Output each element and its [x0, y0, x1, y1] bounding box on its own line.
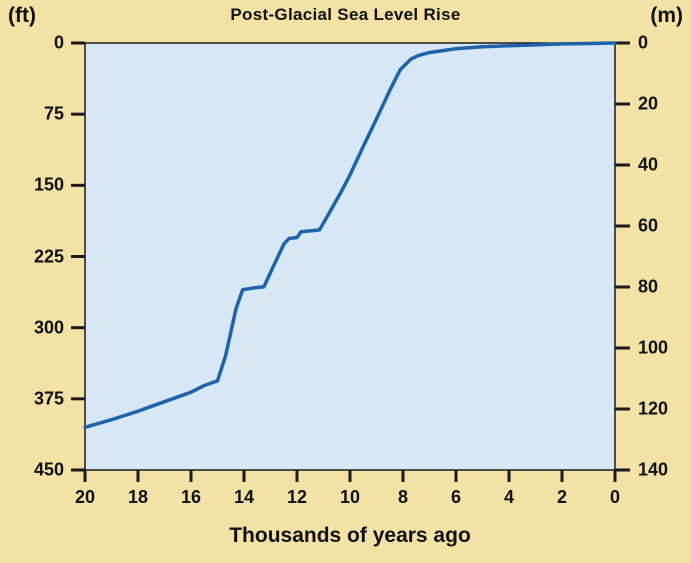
x-axis-label: Thousands of years ago — [229, 524, 471, 547]
x-axis-tick-label: 4 — [503, 487, 515, 507]
left-axis-tick-label: 300 — [33, 317, 64, 338]
right-axis-tick-label: 40 — [638, 154, 659, 175]
sea-level-curve — [83, 41, 617, 430]
right-axis-tick-label: 140 — [638, 459, 669, 480]
left-axis-tick-label: 375 — [33, 388, 64, 409]
right-axis-tick-label: 60 — [638, 215, 659, 236]
x-axis-tick-label: 16 — [180, 487, 202, 507]
right-axis-tick-label: 20 — [638, 93, 659, 114]
x-axis-tick-label: 0 — [609, 487, 621, 507]
left-axis-tick-label: 450 — [33, 459, 64, 480]
right-axis-unit-label: (m) — [650, 4, 683, 27]
left-axis-tick-label: 0 — [53, 32, 64, 53]
x-axis-tick-label: 20 — [74, 487, 96, 507]
x-axis-tick-label: 12 — [286, 487, 308, 507]
x-axis-tick-label: 8 — [397, 487, 409, 507]
x-axis-tick-label: 18 — [127, 487, 149, 507]
left-axis-tick-label: 75 — [43, 103, 64, 124]
x-axis-tick-label: 10 — [339, 487, 361, 507]
left-axis-unit-label: (ft) — [8, 4, 36, 27]
x-axis-tick-label: 6 — [450, 487, 462, 507]
x-axis-tick-label: 14 — [233, 487, 255, 507]
right-axis-tick-label: 120 — [638, 398, 669, 419]
x-axis-tick-label: 2 — [556, 487, 568, 507]
right-axis-tick-label: 100 — [638, 337, 669, 358]
left-axis-tick-label: 225 — [33, 246, 64, 266]
right-axis-tick-label: 80 — [638, 276, 659, 297]
right-axis-tick-label: 0 — [638, 32, 649, 53]
left-axis-tick-label: 150 — [33, 174, 64, 195]
chart-title: Post-Glacial Sea Level Rise — [230, 5, 461, 24]
